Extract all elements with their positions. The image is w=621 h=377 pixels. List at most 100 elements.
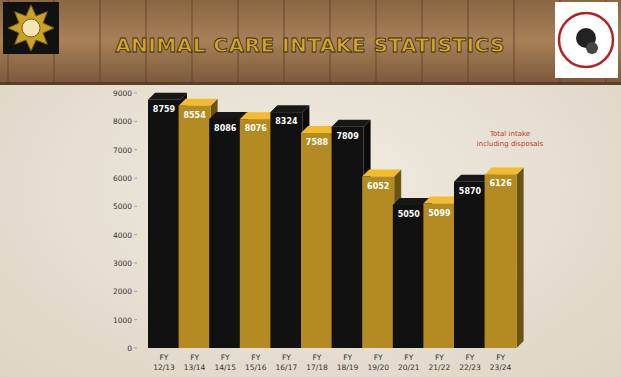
x-tick-label-line: FY — [282, 353, 291, 362]
bar — [454, 182, 486, 348]
x-tick-label: FY19/20 — [367, 353, 389, 372]
x-tick-label-line: 21/22 — [429, 363, 451, 372]
data-label: 8554 — [183, 111, 206, 120]
x-tick-label-line: FY — [190, 353, 199, 362]
y-tick — [134, 291, 137, 292]
x-tick-label: FY20/21 — [398, 353, 420, 372]
logo-animal — [586, 42, 598, 54]
x-tick-label: FY12/13 — [153, 353, 175, 372]
x-tick-label-line: FY — [374, 353, 383, 362]
x-tick-label-line: 13/14 — [184, 363, 206, 372]
annotation: Total intake including disposals — [477, 130, 544, 148]
y-tick-label: 8000 — [113, 117, 132, 126]
bar — [362, 177, 394, 348]
annotation-line: including disposals — [477, 140, 544, 148]
bars — [148, 93, 524, 348]
bar — [423, 204, 455, 348]
y-tick-label: 3000 — [113, 259, 132, 268]
y-tick-label: 0 — [127, 344, 132, 353]
y-tick — [134, 93, 137, 94]
y-tick — [134, 206, 137, 207]
data-label: 5099 — [428, 209, 451, 218]
x-tick-label-line: FY — [466, 353, 475, 362]
y-tick — [134, 234, 137, 235]
data-labels: 8759 8554 8086 8076 8324 7588 7809 6052 5050 5099… — [153, 105, 512, 219]
x-tick-label-line: FY — [221, 353, 230, 362]
background — [0, 0, 621, 377]
y-tick — [134, 178, 137, 179]
x-tick-label: FY15/16 — [245, 353, 267, 372]
x-tick-label-line: FY — [435, 353, 444, 362]
plank-seam — [99, 0, 100, 82]
data-label: 7588 — [306, 138, 329, 147]
y-tick — [134, 319, 137, 320]
x-tick-label: FY22/23 — [459, 353, 481, 372]
panel-edge — [0, 82, 621, 85]
x-tick-label: FY13/14 — [184, 353, 206, 372]
bar-top — [148, 93, 187, 100]
logo-left-bg — [3, 2, 59, 54]
logo-star — [8, 5, 54, 51]
data-label: 7809 — [336, 132, 359, 141]
y-tick-label: 5000 — [113, 202, 132, 211]
y-tick-label: 2000 — [113, 287, 132, 296]
x-tick-label-line: 17/18 — [306, 363, 328, 372]
x-tick-label-line: FY — [313, 353, 322, 362]
bar — [148, 100, 180, 348]
data-label: 8076 — [245, 124, 268, 133]
title: ANIMAL CARE INTAKE STATISTICS — [115, 33, 505, 57]
bar — [301, 133, 333, 348]
bar-side — [517, 167, 524, 348]
bar-top — [362, 170, 401, 177]
chart: ANIMAL CARE INTAKE STATISTICS 0 1000 2000 30… — [0, 0, 621, 377]
x-tick-label: FY18/19 — [337, 353, 359, 372]
y-tick-label: 6000 — [113, 174, 132, 183]
x-tick-label-line: 16/17 — [276, 363, 298, 372]
bar-top — [332, 120, 371, 127]
bar — [485, 174, 517, 348]
y-tick — [134, 348, 137, 349]
bar-top — [485, 167, 524, 174]
y-tick-label: 1000 — [113, 316, 132, 325]
y-tick — [134, 149, 137, 150]
x-tick-label-line: 20/21 — [398, 363, 420, 372]
x-tick-label-line: 18/19 — [337, 363, 359, 372]
x-tick-label-line: 15/16 — [245, 363, 267, 372]
y-tick-label: 9000 — [113, 89, 132, 98]
bar — [270, 112, 302, 348]
x-tick-label: FY14/15 — [214, 353, 236, 372]
logo-ring — [559, 13, 613, 67]
logo-right-bg — [555, 2, 618, 78]
x-tick-label-line: 19/20 — [367, 363, 389, 372]
plank-seam — [513, 0, 514, 82]
x-tick-label: FY17/18 — [306, 353, 328, 372]
bar — [332, 127, 364, 348]
x-tick-label-line: FY — [496, 353, 505, 362]
data-label: 5050 — [398, 210, 421, 219]
x-tick-label-line: FY — [160, 353, 169, 362]
x-tick-label-line: FY — [404, 353, 413, 362]
y-tick — [134, 263, 137, 264]
x-tick-label-line: 12/13 — [153, 363, 175, 372]
bar — [393, 205, 425, 348]
x-tick-label-line: FY — [343, 353, 352, 362]
bar-top — [179, 99, 218, 106]
x-tick-label-line: 23/24 — [490, 363, 512, 372]
x-tick-label-line: 14/15 — [214, 363, 236, 372]
x-tick-label: FY21/22 — [429, 353, 451, 372]
bar — [179, 106, 211, 348]
data-label: 8086 — [214, 124, 237, 133]
bar-top — [270, 105, 309, 112]
x-tick-label: FY23/24 — [490, 353, 512, 372]
data-label: 8324 — [275, 117, 298, 126]
annotation-line: Total intake — [489, 130, 530, 138]
bar — [209, 119, 241, 348]
data-label: 6052 — [367, 182, 389, 191]
data-label: 5870 — [459, 187, 482, 196]
data-label: 6126 — [489, 179, 512, 188]
y-tick — [134, 121, 137, 122]
x-tick-label: FY16/17 — [276, 353, 298, 372]
x-tick-label-line: 22/23 — [459, 363, 481, 372]
data-label: 8759 — [153, 105, 176, 114]
bar — [240, 119, 272, 348]
